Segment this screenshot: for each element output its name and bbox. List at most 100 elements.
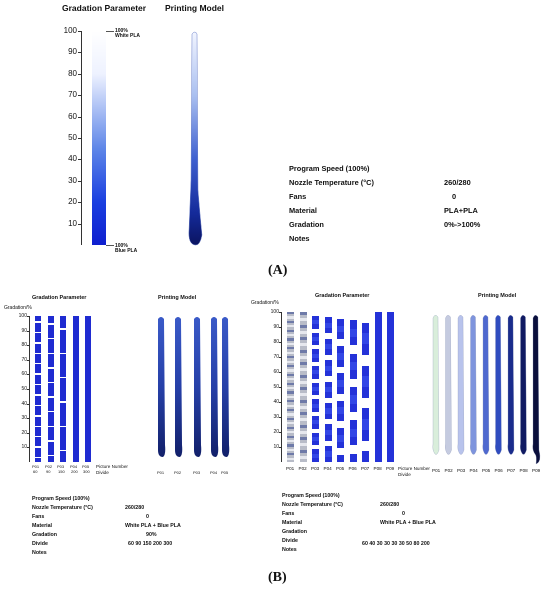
panel-bl-bar-stripe <box>35 383 41 386</box>
panel-a-tick-mark <box>78 95 81 97</box>
panel-bl-tick-label: 100 <box>18 313 27 319</box>
panel-bl-param-value: White PLA + Blue PLA <box>125 523 181 529</box>
panel-br-bar-stripe <box>299 424 307 428</box>
panel-br-bar-stripe <box>299 393 307 397</box>
panel-br-bar-stripe <box>324 333 332 339</box>
panel-a-tick-label: 30 <box>68 175 77 185</box>
panel-bl-gradation-title: Gradation Parameter <box>32 295 87 301</box>
panel-br-bar-stripe <box>299 324 307 328</box>
panel-br-bar-stripe <box>337 407 344 415</box>
panel-bl-bar-stripe <box>48 396 54 398</box>
panel-br-bar-label: P06 <box>348 466 357 471</box>
panel-bl-model-label: P03 <box>193 470 201 475</box>
panel-bl-bar-label: P02 <box>45 464 53 469</box>
panel-br-bar-stripe <box>349 345 357 354</box>
panel-a-param-name: Fans <box>289 192 307 201</box>
panel-br-bar-stripe <box>312 328 319 333</box>
panel-br-bar-stripe <box>287 334 294 337</box>
panel-br-bar-stripe <box>324 376 332 382</box>
panel-br-bar-stripe <box>349 312 357 321</box>
panel-br-tick-mark <box>279 417 281 418</box>
panel-a-figure-label: (A) <box>268 263 288 278</box>
panel-a-tick-label: 10 <box>68 218 77 228</box>
panel-br-bar-stripe <box>324 312 332 318</box>
panel-bl-tick-mark <box>27 403 29 405</box>
panel-a-tick-mark <box>78 223 81 225</box>
panel-bl-bar-divide: 60 <box>33 469 38 474</box>
panel-bl-bar-stripe <box>35 456 41 459</box>
panel-a-param-name: Nozzle Temperature (°C) <box>289 178 374 187</box>
panel-a-y-axis <box>81 31 82 245</box>
panel-bl-axis-caption: Picture Number Divide <box>96 464 128 475</box>
panel-br-tick-mark <box>279 447 281 448</box>
panel-br-bar-stripe <box>299 430 307 434</box>
panel-br-bar-stripe <box>287 342 294 346</box>
panel-br-bar-stripe <box>299 412 307 416</box>
panel-br-tick-label: 70 <box>273 354 279 360</box>
panel-br-bar-stripe <box>299 455 307 459</box>
panel-br-bar-stripe <box>287 404 294 407</box>
panel-a-tick-mark <box>78 52 81 54</box>
panel-br-bar-stripe <box>362 376 369 387</box>
panel-bl-bar-stripe <box>48 454 54 457</box>
panel-a-param-value: PLA+PLA <box>444 206 478 215</box>
panel-br-model-filament <box>470 315 477 455</box>
panel-br-bar-stripe <box>287 378 294 381</box>
panel-bl-model-filament <box>158 317 166 457</box>
panel-bl-model-filament <box>194 317 202 457</box>
panel-br-bar-label: P01 <box>286 466 295 471</box>
panel-bl-param-name: Divide <box>32 541 48 547</box>
panel-a-tick-label: 90 <box>68 47 77 57</box>
panel-bl-param-value: 260/280 <box>125 505 145 511</box>
panel-br-bar-stripe <box>312 370 319 375</box>
panel-br-bar-stripe <box>287 448 294 451</box>
panel-bl-model-label: P02 <box>174 470 182 475</box>
panel-br-bar-stripe <box>312 337 319 342</box>
panel-br-bar-stripe <box>324 429 332 436</box>
panel-br-bar-stripe <box>312 453 319 458</box>
panel-bl-bar-label: P04 <box>70 464 78 469</box>
panel-bl-bar-stripe <box>35 425 41 427</box>
panel-br-bar <box>349 312 357 462</box>
panel-bl-param-name: Nozzle Temperature (°C) <box>32 505 93 511</box>
panel-br-model-label: P01 <box>432 468 441 473</box>
panel-bl-tick-label: 90 <box>21 327 27 334</box>
panel-br-bar-stripe <box>312 353 319 358</box>
panel-br-bar <box>312 312 319 462</box>
panel-br-bar-stripe <box>349 378 357 387</box>
panel-bl-bar <box>60 316 66 462</box>
panel-br-bar-stripe <box>312 320 319 325</box>
panel-bl-bar-label: P05 <box>82 464 90 469</box>
panel-br-bar-stripe <box>287 413 294 416</box>
panel-br-tick-label: 80 <box>273 339 279 345</box>
panel-a-top-label-pct: 100% <box>115 28 128 34</box>
panel-br-bar-stripe <box>324 387 332 393</box>
panel-bl-param-name: Notes <box>32 550 47 556</box>
panel-bl-param-name: Program Speed (100%) <box>32 496 90 502</box>
panel-br-bar-stripe <box>287 395 294 399</box>
panel-br-tick-mark <box>279 357 281 358</box>
panel-a-param-name: Notes <box>289 234 310 243</box>
panel-br-model-filament <box>495 315 502 455</box>
panel-a-tick-label: 80 <box>68 68 77 78</box>
panel-bl-bar <box>73 316 79 462</box>
panel-br-bar-stripe <box>362 354 369 366</box>
panel-br-bar-stripe <box>299 362 307 366</box>
panel-bl-tick-label: 10 <box>21 444 27 451</box>
panel-bl-bar-stripe <box>35 446 41 448</box>
panel-a-bottom-label-mat: Blue PLA <box>115 248 138 254</box>
panel-br-bar-label: P03 <box>311 466 320 471</box>
panel-br-axis-caption: Picture Number Divide <box>398 466 430 477</box>
panel-a-tick-label: 20 <box>68 197 77 207</box>
panel-b-figure-label: (B) <box>268 570 287 585</box>
panel-a-top-tick <box>106 31 114 32</box>
panel-bl-bar-stripe <box>35 352 41 354</box>
panel-a-tick-label: 40 <box>68 154 77 164</box>
panel-br-bar-stripe <box>287 435 294 438</box>
panel-br-bar-stripe <box>337 325 344 333</box>
panel-bl-bar-divide: 90 <box>46 469 51 474</box>
panel-br-param-name: Gradation <box>282 529 308 535</box>
panel-br-bar-stripe <box>287 453 294 456</box>
panel-bl-param-name: Material <box>32 523 53 529</box>
panel-br-model-label: P05 <box>482 468 491 473</box>
